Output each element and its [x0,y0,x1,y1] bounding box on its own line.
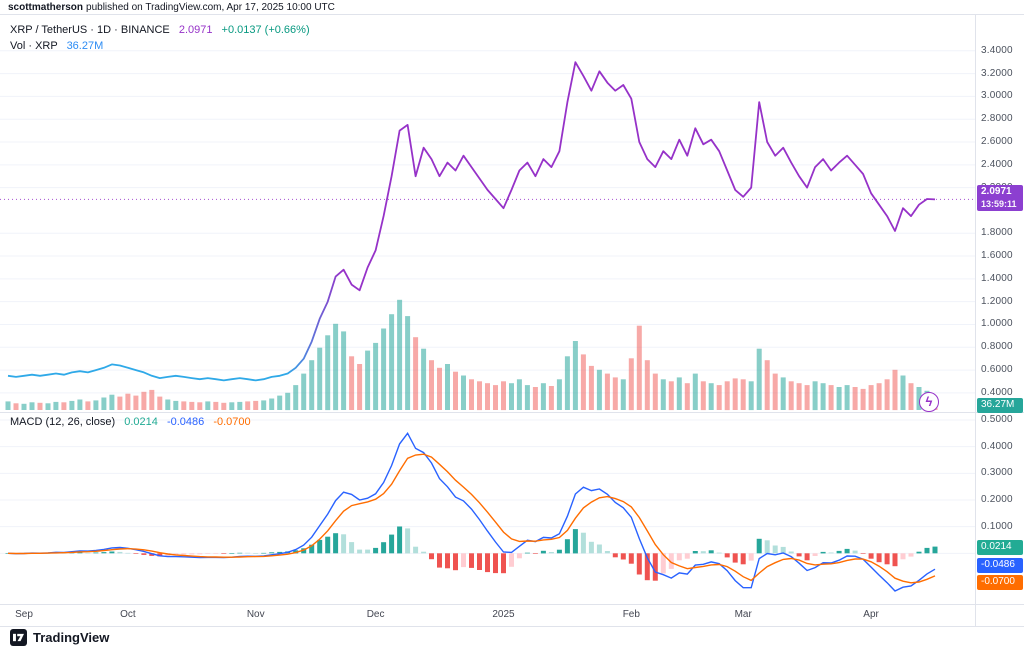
symbol-title: XRP / TetherUS · 1D · BINANCE [10,24,170,36]
tradingview-logo-icon [10,629,27,646]
macd-signal-line [7,453,936,584]
bar-countdown: 13:59:11 [981,198,1017,209]
volume-legend[interactable]: Vol · XRP 36.27M [10,40,103,52]
pane-separator [0,412,1024,413]
macd-signal-badge: -0.0700 [977,575,1023,590]
macd-line-badge: -0.0486 [977,558,1023,573]
volume-legend-value: 36.27M [66,40,104,52]
time-axis-separator [0,604,1024,605]
macd-signal-value: -0.0700 [213,416,251,428]
price-axis-separator [975,14,976,626]
price-change-value: +0.0137 (+0.66%) [221,24,310,36]
header-separator [0,14,1024,15]
volume-bars [5,299,938,411]
gridlines [0,50,975,554]
footer[interactable]: TradingView [10,629,109,646]
attribution: scottmatherson published on TradingView.c… [8,2,335,13]
instant-trading-button[interactable]: ϟ [919,392,939,412]
macd-pane [5,432,938,592]
macd-hist-value: 0.0214 [124,416,158,428]
attribution-text: published on TradingView.com, Apr 17, 20… [86,2,335,13]
macd-line-value: -0.0486 [166,416,205,428]
price-badge-value: 2.0971 [981,186,1012,197]
macd-line [7,432,936,592]
tradingview-brand-name: TradingView [33,630,110,645]
volume-axis-badge: 36.27M [977,398,1023,413]
price-line [7,61,936,382]
volume-legend-label: Vol · XRP [10,40,58,52]
footer-separator [0,626,1024,627]
symbol-legend[interactable]: XRP / TetherUS · 1D · BINANCE 2.0971 +0.… [10,24,310,36]
last-price-value: 2.0971 [178,24,213,36]
lightning-icon: ϟ [925,394,933,409]
macd-legend-label: MACD (12, 26, close) [10,416,116,428]
price-axis-badge: 2.0971 13:59:11 [977,185,1023,211]
attribution-username: scottmatherson [8,2,84,13]
macd-hist-badge: 0.0214 [977,540,1023,555]
macd-legend[interactable]: MACD (12, 26, close) 0.0214 -0.0486 -0.0… [10,416,251,428]
